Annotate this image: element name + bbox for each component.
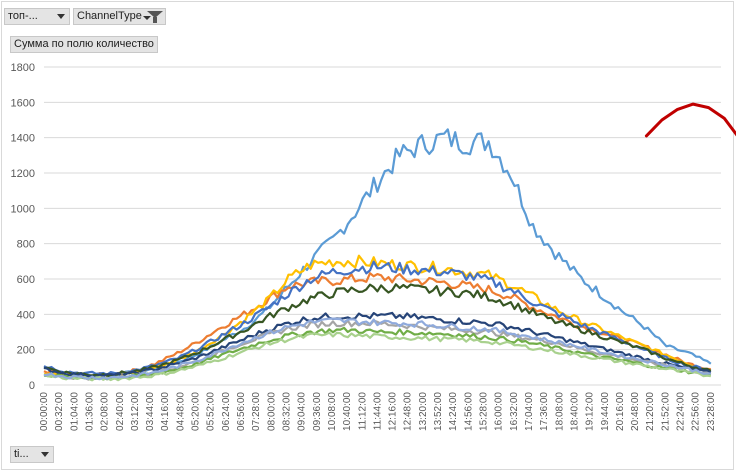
x-tick-label: 16:00:00 xyxy=(494,392,505,431)
dropdown-arrow-icon xyxy=(41,452,49,457)
x-tick-label: 17:04:00 xyxy=(524,392,535,431)
x-tick-label: 12:48:00 xyxy=(403,392,414,431)
x-tick-label: 09:04:00 xyxy=(297,392,308,431)
x-tick-label: 10:08:00 xyxy=(327,392,338,431)
x-tick-label: 04:16:00 xyxy=(160,392,171,431)
x-tick-label: 05:20:00 xyxy=(191,392,202,431)
x-tick-label: 13:20:00 xyxy=(418,392,429,431)
x-tick-label: 18:08:00 xyxy=(554,392,565,431)
dropdown-arrow-icon xyxy=(57,14,65,19)
y-tick-label: 1600 xyxy=(11,97,35,109)
x-tick-label: 18:40:00 xyxy=(569,392,580,431)
dropdown-arrow-icon xyxy=(143,16,151,20)
y-tick-label: 600 xyxy=(17,274,35,286)
report-filter-label: топ-... xyxy=(8,10,38,22)
column-field-button[interactable]: ChannelType xyxy=(73,8,166,25)
y-tick-label: 200 xyxy=(17,345,35,357)
x-tick-label: 14:56:00 xyxy=(463,392,474,431)
row-field-button[interactable]: ti... xyxy=(10,446,54,463)
series-line xyxy=(43,283,712,378)
row-field-label: ti... xyxy=(14,448,29,460)
filter-funnel-icon xyxy=(147,11,163,18)
x-tick-label: 02:40:00 xyxy=(115,392,126,431)
x-tick-label: 21:52:00 xyxy=(660,392,671,431)
x-tick-label: 05:52:00 xyxy=(206,392,217,431)
series-line xyxy=(43,128,712,378)
series-line xyxy=(43,311,712,379)
y-tick-label: 400 xyxy=(17,309,35,321)
x-tick-label: 11:44:00 xyxy=(372,392,383,431)
column-field-label: ChannelType xyxy=(77,10,142,22)
x-tick-label: 00:00:00 xyxy=(39,392,50,431)
x-tick-label: 03:12:00 xyxy=(130,392,141,431)
x-tick-label: 06:56:00 xyxy=(236,392,247,431)
x-tick-label: 02:08:00 xyxy=(100,392,111,431)
x-tick-label: 03:44:00 xyxy=(145,392,156,431)
y-tick-label: 1800 xyxy=(11,62,35,74)
y-tick-label: 1200 xyxy=(11,168,35,180)
report-filter-button[interactable]: топ-... xyxy=(4,8,70,25)
x-tick-label: 22:24:00 xyxy=(676,392,687,431)
filter-funnel-stem xyxy=(153,17,157,23)
y-tick-label: 1000 xyxy=(11,203,35,215)
x-tick-label: 16:32:00 xyxy=(509,392,520,431)
x-tick-label: 17:36:00 xyxy=(539,392,550,431)
y-tick-label: 1400 xyxy=(11,133,35,145)
values-field-label: Сумма по полю количество xyxy=(14,38,154,50)
x-tick-label: 22:56:00 xyxy=(691,392,702,431)
x-tick-label: 21:20:00 xyxy=(645,392,656,431)
y-tick-label: 800 xyxy=(17,239,35,251)
x-tick-label: 08:32:00 xyxy=(281,392,292,431)
highlight-arc xyxy=(644,102,736,138)
x-tick-label: 19:44:00 xyxy=(600,392,611,431)
x-tick-label: 15:28:00 xyxy=(479,392,490,431)
values-field-button[interactable]: Сумма по полю количество xyxy=(10,36,158,53)
x-tick-label: 07:28:00 xyxy=(251,392,262,431)
series-line xyxy=(44,317,711,381)
x-tick-label: 04:48:00 xyxy=(175,392,186,431)
x-tick-label: 01:36:00 xyxy=(84,392,95,431)
y-tick-label: 0 xyxy=(29,380,35,392)
x-tick-label: 01:04:00 xyxy=(69,392,80,431)
x-tick-label: 12:16:00 xyxy=(388,392,399,431)
x-tick-label: 00:32:00 xyxy=(54,392,65,431)
x-tick-label: 20:16:00 xyxy=(615,392,626,431)
x-tick-label: 20:48:00 xyxy=(630,392,641,431)
x-tick-label: 23:28:00 xyxy=(706,392,717,431)
x-tick-label: 14:24:00 xyxy=(448,392,459,431)
x-tick-label: 09:36:00 xyxy=(312,392,323,431)
x-tick-label: 13:52:00 xyxy=(433,392,444,431)
x-tick-label: 11:12:00 xyxy=(357,392,368,431)
series-line xyxy=(43,331,711,382)
x-tick-label: 06:24:00 xyxy=(221,392,232,431)
x-tick-label: 19:12:00 xyxy=(585,392,596,431)
x-tick-label: 08:00:00 xyxy=(266,392,277,431)
x-tick-label: 10:40:00 xyxy=(342,392,353,431)
